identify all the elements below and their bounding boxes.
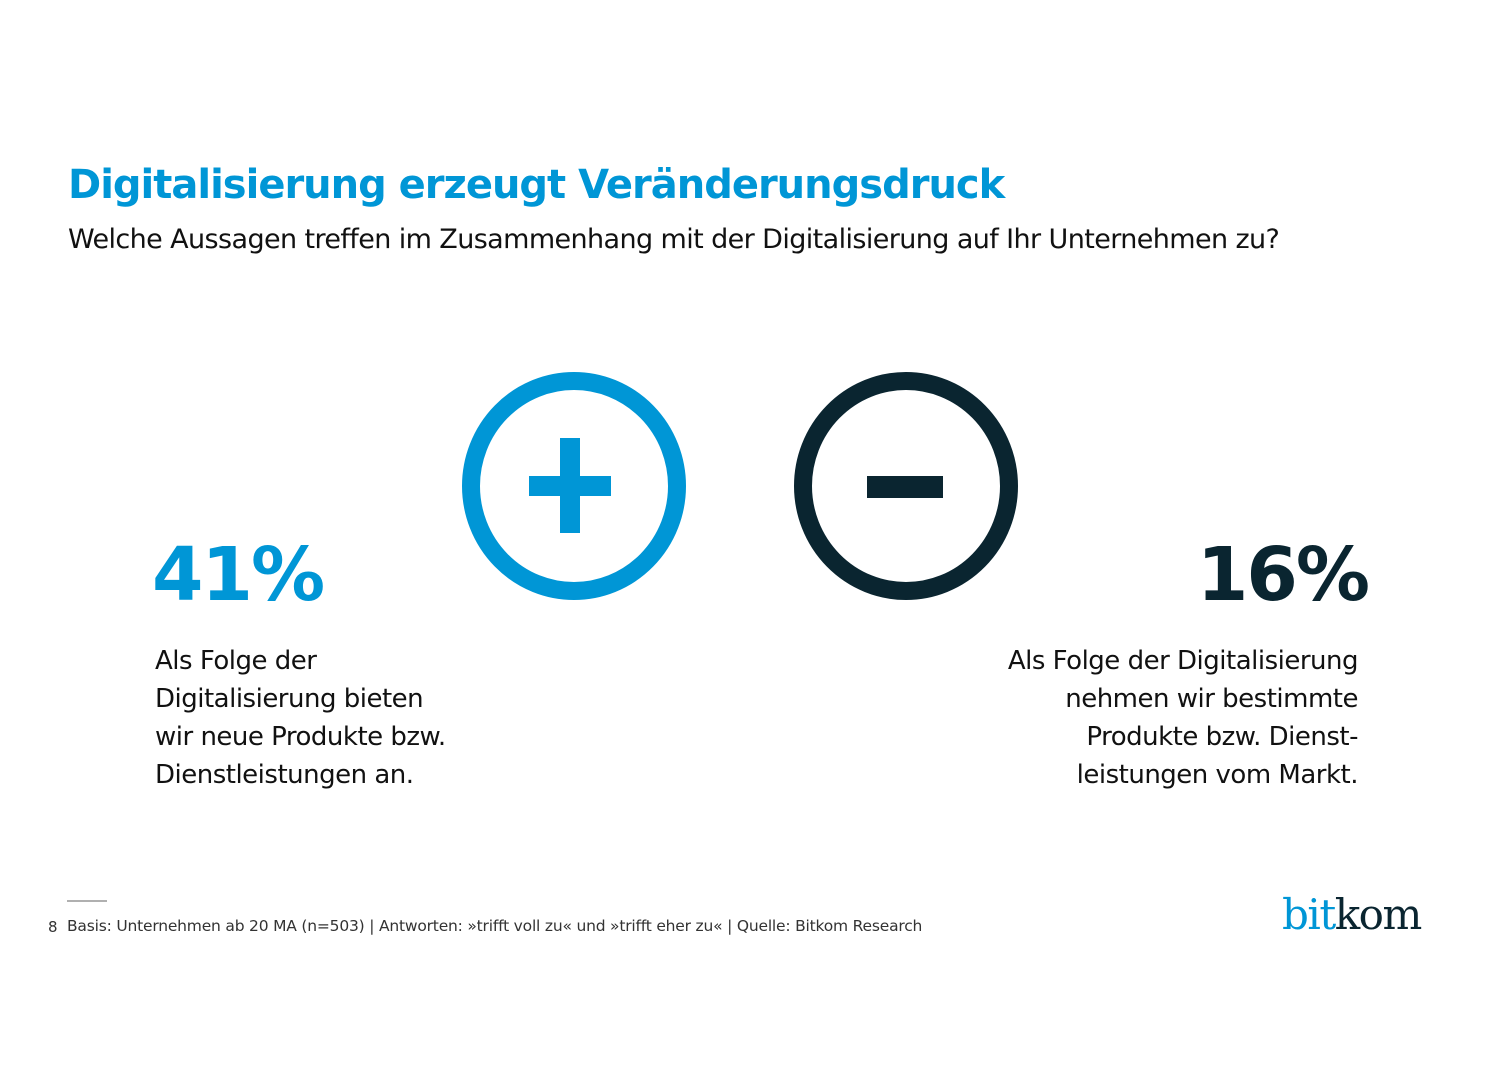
logo-part-bit: bit: [1282, 890, 1336, 939]
positive-percentage: 41%: [152, 532, 325, 618]
desc-line: nehmen wir bestimmte: [1065, 684, 1358, 714]
desc-line: Als Folge der: [155, 646, 317, 676]
page-number: 8: [48, 918, 58, 936]
page-subtitle: Welche Aussagen treffen im Zusammenhang …: [68, 224, 1280, 255]
footer-divider: [67, 900, 107, 902]
desc-line: leistungen vom Markt.: [1076, 760, 1359, 790]
desc-line: wir neue Produkte bzw.: [155, 722, 446, 752]
bitkom-logo: bitkom: [1282, 890, 1423, 939]
positive-description: Als Folge der Digitalisierung bieten wir…: [155, 642, 515, 794]
plus-circle-icon: [462, 372, 686, 600]
logo-part-kom: kom: [1334, 890, 1423, 939]
minus-circle-icon: [794, 372, 1018, 600]
desc-line: Als Folge der Digitalisierung: [1007, 646, 1359, 676]
plus-circle-ring: [462, 372, 686, 600]
page-title: Digitalisierung erzeugt Veränderungsdruc…: [68, 162, 1005, 208]
desc-line: Dienstleistungen an.: [155, 760, 414, 790]
desc-line: Digitalisierung bieten: [155, 684, 424, 714]
minus-bar: [867, 476, 943, 498]
minus-circle-ring: [794, 372, 1018, 600]
source-note: Basis: Unternehmen ab 20 MA (n=503) | An…: [67, 917, 923, 935]
plus-vertical-bar: [560, 438, 580, 533]
negative-description: Als Folge der Digitalisierung nehmen wir…: [938, 642, 1359, 794]
desc-line: Produkte bzw. Dienst-: [1086, 722, 1358, 752]
negative-percentage: 16%: [1196, 532, 1370, 618]
